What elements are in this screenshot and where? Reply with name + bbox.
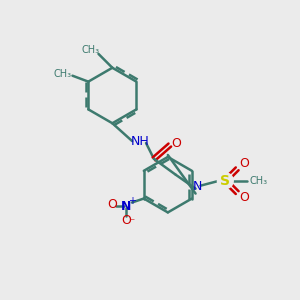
Text: O: O <box>239 158 249 170</box>
Text: S: S <box>220 174 230 188</box>
Text: O: O <box>171 136 181 150</box>
Text: N: N <box>193 180 202 193</box>
Text: N: N <box>121 200 131 213</box>
Text: CH₃: CH₃ <box>82 45 100 55</box>
Circle shape <box>218 173 233 189</box>
Text: ⁻: ⁻ <box>129 217 134 227</box>
Text: CH₃: CH₃ <box>53 69 72 79</box>
Text: O: O <box>121 214 131 227</box>
Text: NH: NH <box>131 135 149 148</box>
Text: +: + <box>128 196 136 206</box>
Text: CH₃: CH₃ <box>250 176 268 186</box>
Text: O: O <box>107 198 117 211</box>
Text: O: O <box>239 191 249 204</box>
